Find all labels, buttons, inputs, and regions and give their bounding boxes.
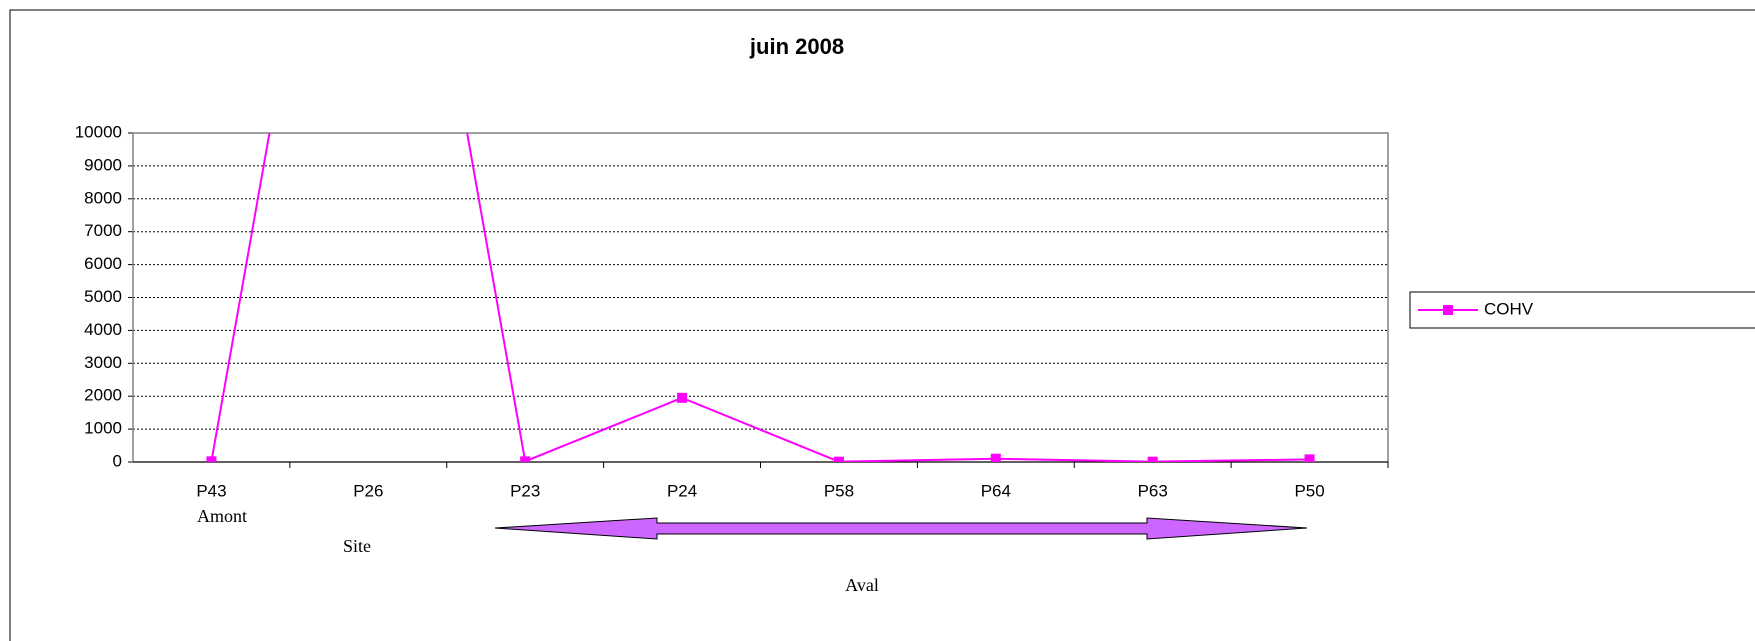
annotation: Amont — [197, 506, 247, 526]
y-tick-label: 2000 — [84, 386, 122, 405]
chart-border — [9, 9, 1755, 641]
marker — [1304, 454, 1315, 462]
x-tick-label: P24 — [667, 481, 697, 500]
annotation: Site — [343, 536, 371, 556]
y-tick-label: 9000 — [84, 155, 122, 174]
marker — [520, 456, 531, 462]
x-tick-label: P50 — [1294, 481, 1324, 500]
annotation: Aval — [845, 575, 879, 595]
downstream-arrow — [494, 517, 1308, 540]
x-tick-label: P58 — [824, 481, 854, 500]
x-tick-label: P43 — [196, 481, 226, 500]
marker — [206, 456, 217, 462]
legend-marker — [1443, 305, 1453, 315]
x-tick-label: P26 — [353, 481, 383, 500]
plot-area — [206, 133, 1315, 462]
marker — [1147, 456, 1158, 462]
marker — [990, 453, 1001, 462]
series-line — [210, 133, 1310, 462]
y-tick-label: 4000 — [84, 320, 122, 339]
x-tick-label: P64 — [981, 481, 1011, 500]
x-tick-label: P63 — [1138, 481, 1168, 500]
legend-label: COHV — [1484, 299, 1534, 318]
x-tick-label: P23 — [510, 481, 540, 500]
y-tick-label: 1000 — [84, 419, 122, 438]
chart-title: juin 2008 — [749, 34, 844, 59]
y-tick-label: 7000 — [84, 221, 122, 240]
marker — [833, 456, 844, 462]
y-tick-label: 0 — [113, 451, 122, 470]
marker — [677, 392, 688, 403]
y-tick-label: 10000 — [75, 122, 122, 141]
y-tick-label: 3000 — [84, 353, 122, 372]
y-tick-label: 8000 — [84, 188, 122, 207]
y-tick-label: 5000 — [84, 287, 122, 306]
y-tick-label: 6000 — [84, 254, 122, 273]
